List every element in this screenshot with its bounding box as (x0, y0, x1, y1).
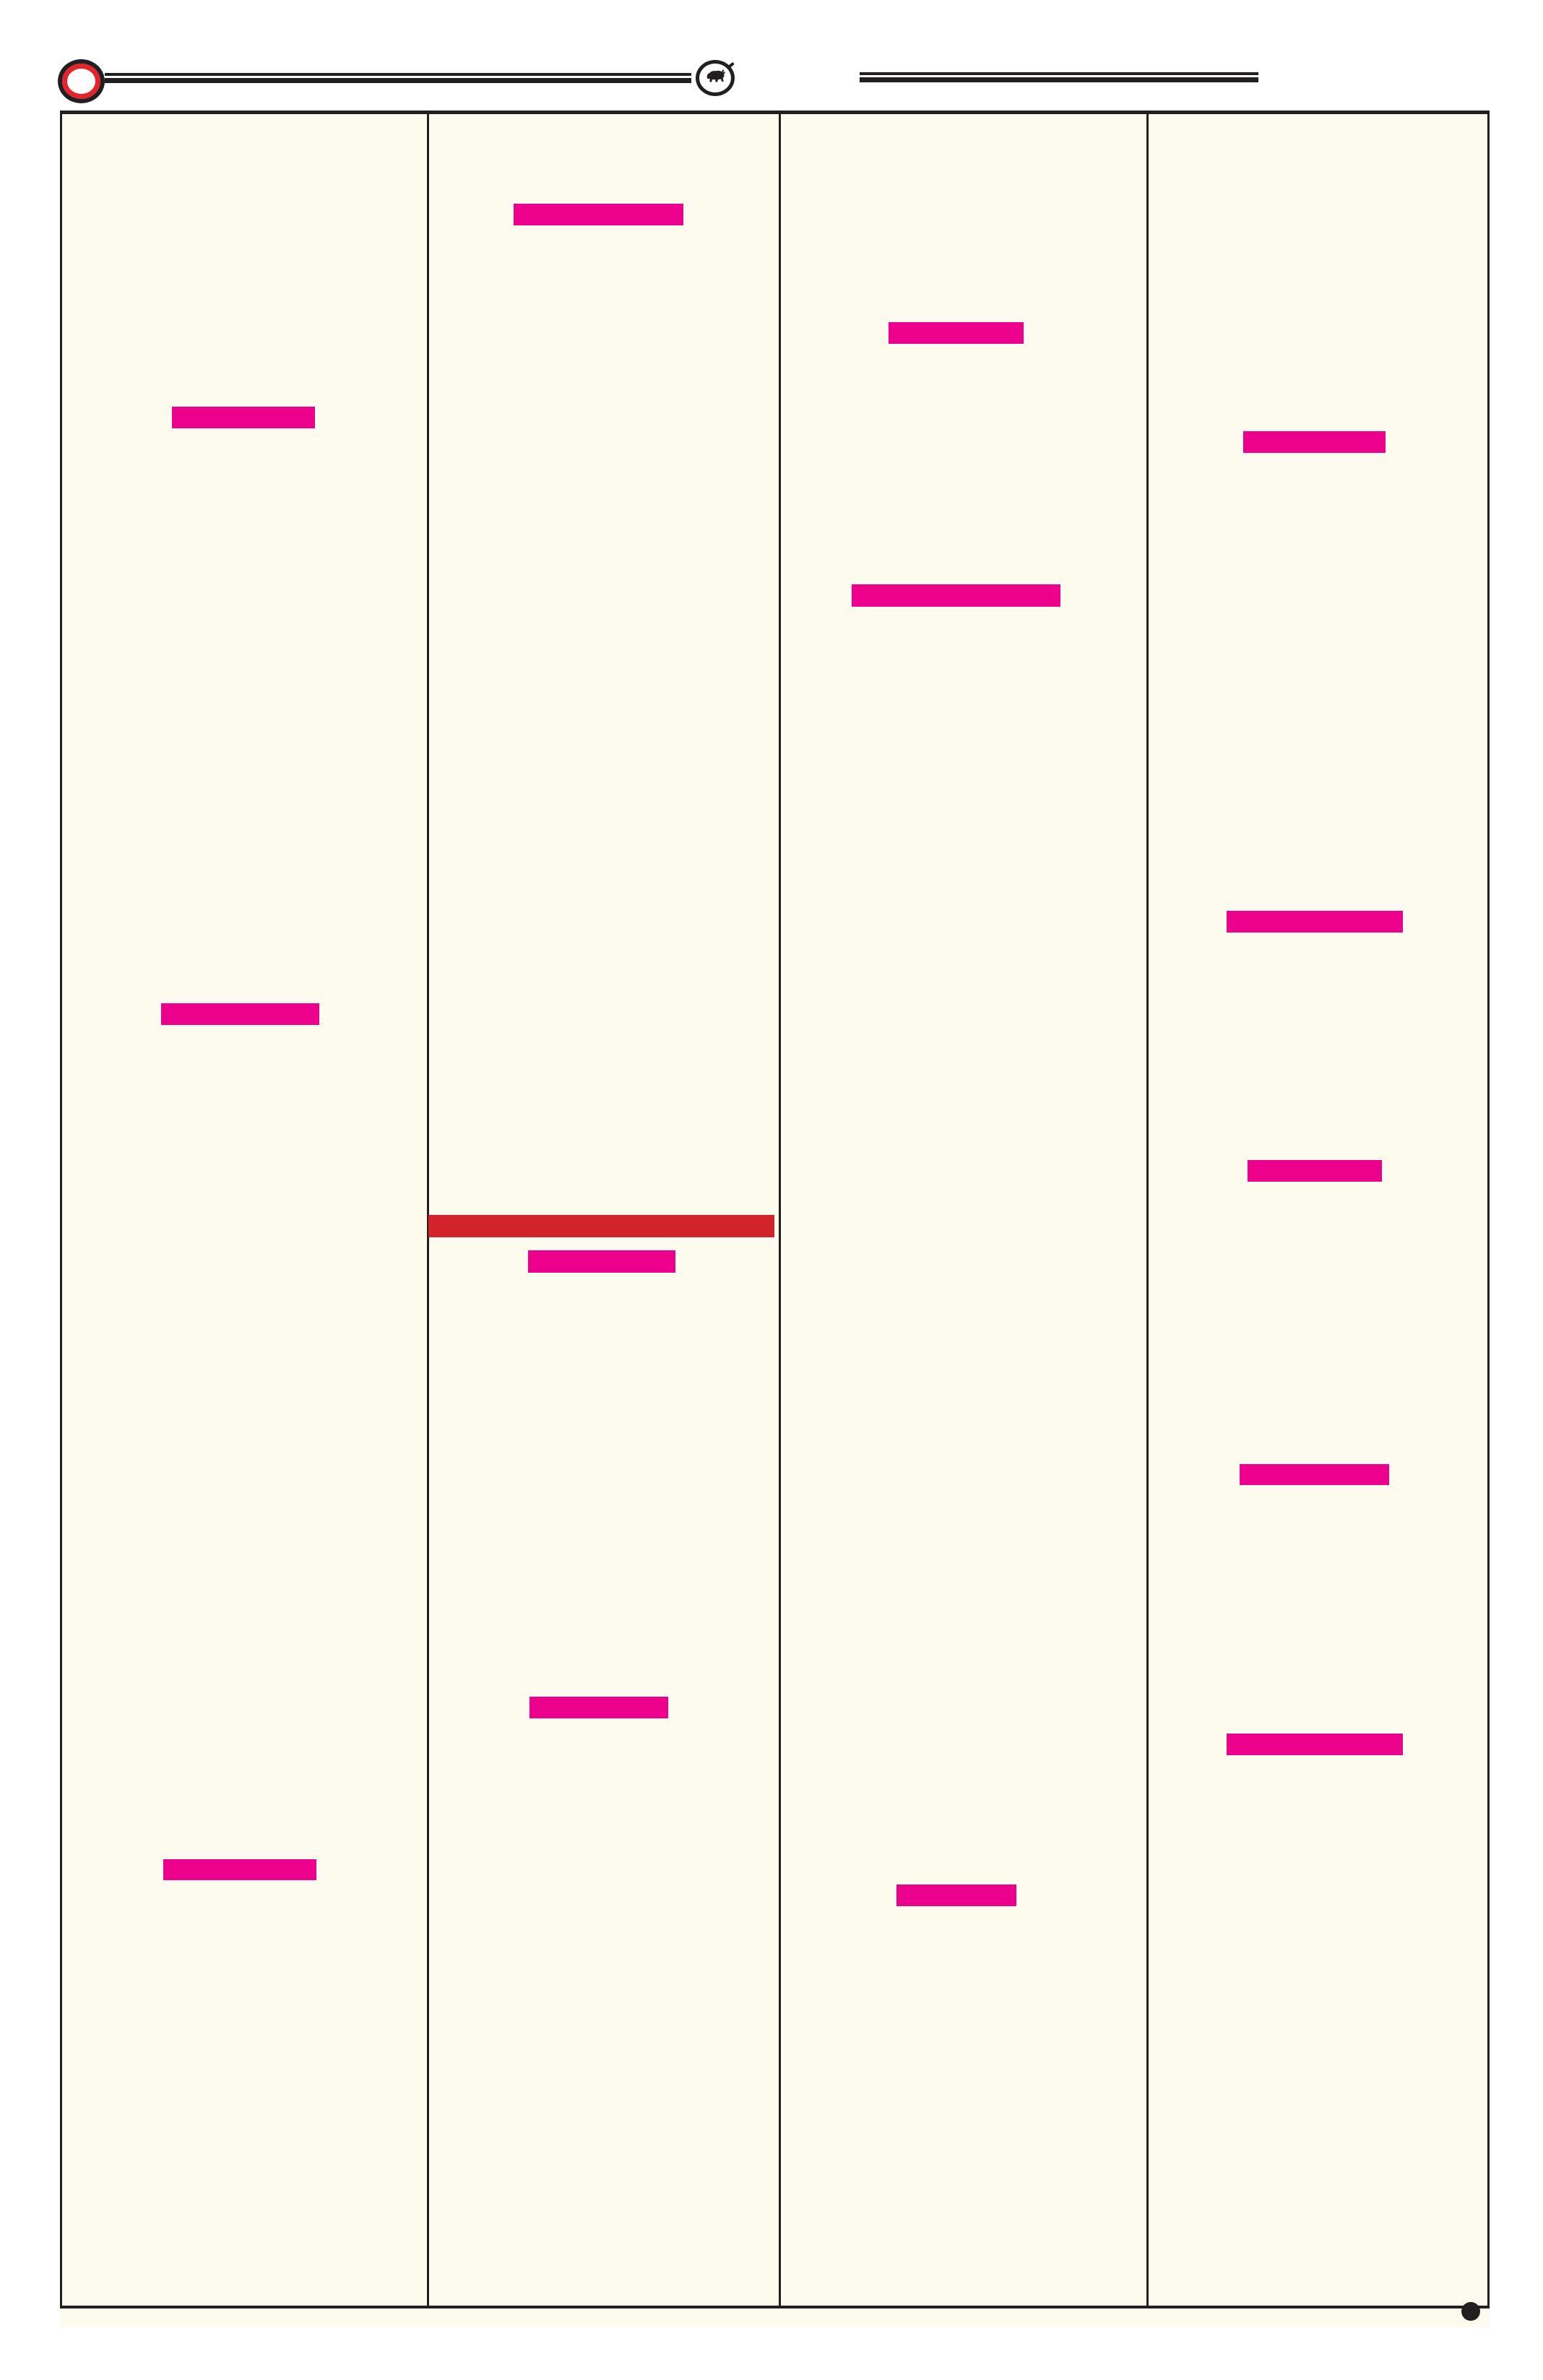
redaction-bar (1227, 911, 1403, 932)
redaction-bar (514, 204, 683, 225)
bull-icon (706, 69, 725, 82)
redaction-bar (172, 407, 315, 428)
redaction-bar (852, 584, 1060, 607)
header-rule-left (105, 73, 691, 83)
redaction-bar (530, 1697, 668, 1718)
rule-thick-line (860, 77, 1258, 82)
rule-thin-line (105, 73, 691, 76)
header-rule-right (860, 72, 1258, 82)
corner-dot (1461, 2302, 1480, 2321)
header-ring-marker (58, 59, 105, 103)
rule-thick-line (105, 78, 691, 83)
redaction-bar (1240, 1464, 1389, 1485)
redaction-bar (889, 322, 1024, 344)
content-sheet (60, 111, 1490, 2327)
column-divider (779, 114, 781, 2306)
header-emblem (696, 60, 735, 96)
rule-thin-line (860, 72, 1258, 75)
redaction-bar (163, 1859, 316, 1880)
column-divider (1146, 114, 1149, 2306)
ruled-frame (60, 111, 1490, 2308)
redaction-bar (1227, 1734, 1403, 1755)
emblem-flourish (726, 61, 735, 70)
redaction-bar (1248, 1160, 1382, 1182)
redaction-bar (528, 1250, 675, 1273)
redaction-bar (896, 1884, 1016, 1906)
redaction-bar (161, 1003, 319, 1025)
highlight-bar-red (428, 1215, 774, 1237)
redaction-bar (1243, 431, 1386, 453)
column-divider (427, 114, 429, 2306)
